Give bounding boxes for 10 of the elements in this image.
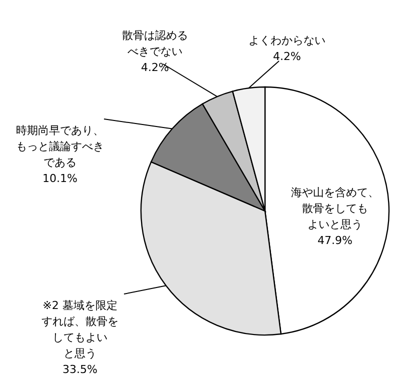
data-label: 47.9%: [318, 234, 352, 247]
slice-label: ※2 墓域を限定すれば、散骨をしてもよいと思う: [42, 299, 118, 360]
slice-label: 散骨は認めるべきでない: [122, 29, 188, 58]
data-label: 4.2%: [141, 61, 169, 74]
data-label: 4.2%: [273, 50, 301, 63]
slice-label: よくわからない: [248, 34, 326, 47]
slice-label: 時期尚早であり、もっと議論すべきである: [16, 124, 104, 169]
data-label: 33.5%: [62, 363, 98, 376]
data-label: 10.1%: [42, 172, 78, 185]
slice-label: 海や山を含めて、散骨をしてもよいと思う: [291, 186, 379, 231]
